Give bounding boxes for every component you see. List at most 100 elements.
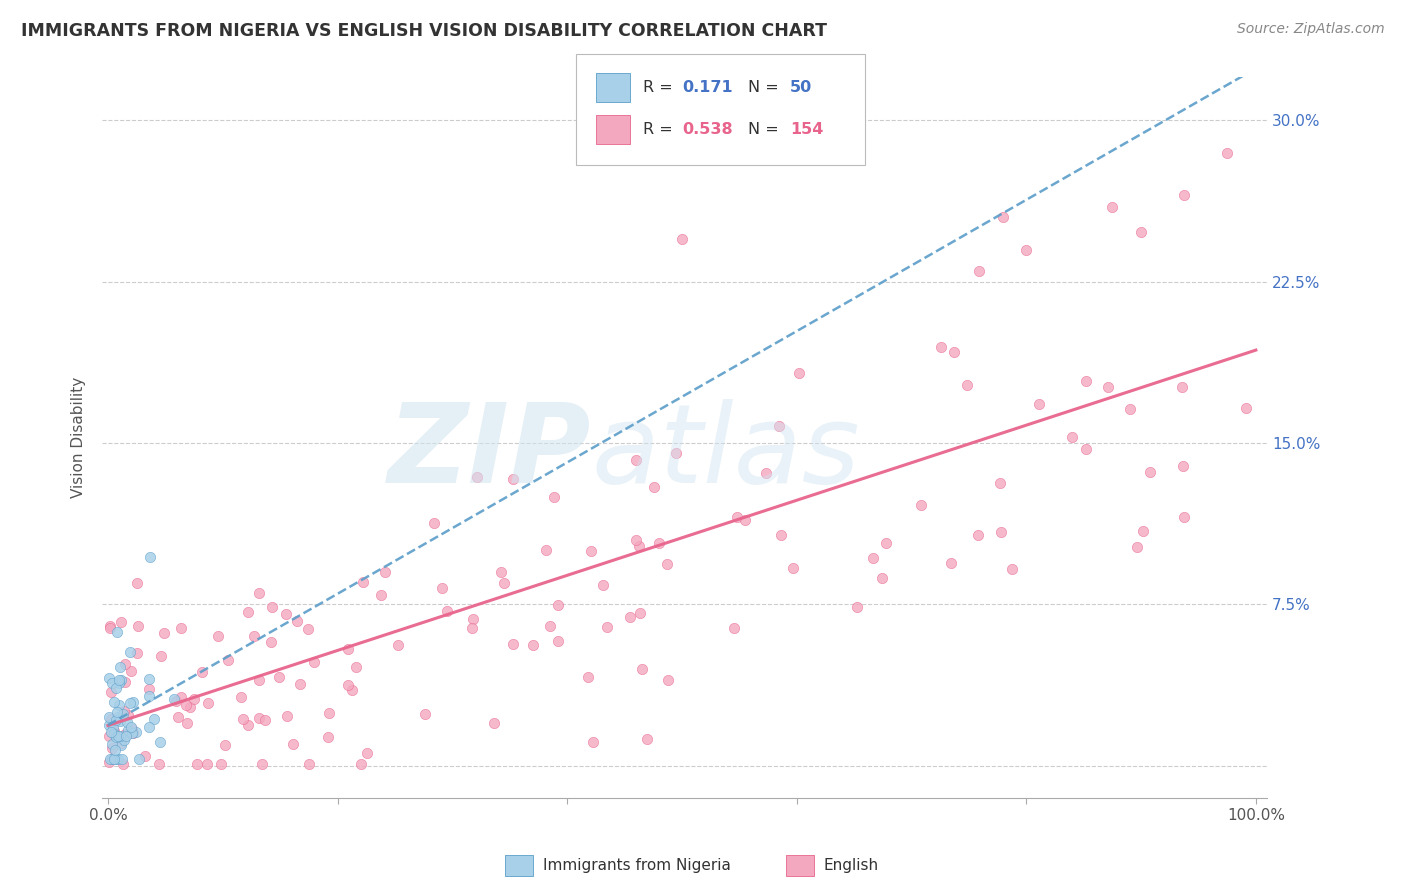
Point [107, 752, 129, 766]
Point [502, 637, 524, 651]
Point [108, 660, 131, 674]
Text: Immigrants from Nigeria: Immigrants from Nigeria [543, 858, 731, 872]
Point [153, 626, 176, 640]
Point [110, 615, 132, 629]
Point [105, 705, 128, 719]
Point [1076, 442, 1098, 456]
Point [183, 692, 205, 706]
Point [98, 710, 121, 724]
Point [1170, 379, 1192, 393]
Point [191, 665, 214, 680]
Point [370, 588, 392, 602]
Point [723, 621, 745, 635]
Text: R =: R = [643, 122, 678, 136]
Point [120, 720, 142, 734]
Text: ZIP: ZIP [388, 399, 592, 506]
Point [665, 446, 688, 460]
Point [1139, 465, 1161, 479]
Point [121, 726, 143, 740]
Text: R =: R = [643, 80, 678, 95]
Point [337, 678, 360, 692]
Point [522, 638, 544, 652]
Point [120, 665, 142, 679]
Point [195, 756, 218, 771]
Point [98, 619, 121, 633]
Point [595, 619, 617, 633]
Point [1173, 187, 1195, 202]
Point [128, 752, 150, 766]
Text: N =: N = [748, 122, 785, 136]
Point [967, 264, 990, 278]
Point [643, 480, 665, 494]
Point [98, 718, 121, 732]
Point [297, 756, 319, 771]
Point [340, 682, 363, 697]
Point [101, 740, 124, 755]
Point [782, 561, 804, 575]
Point [1234, 401, 1257, 415]
Point [316, 730, 339, 744]
Point [103, 752, 125, 766]
Point [988, 476, 1011, 491]
Point [872, 571, 894, 585]
Point [179, 700, 201, 714]
Point [1101, 200, 1123, 214]
Point [1173, 509, 1195, 524]
Text: N =: N = [748, 80, 785, 95]
Point [769, 528, 792, 542]
Point [547, 634, 569, 648]
Point [1130, 225, 1153, 239]
Point [247, 673, 270, 687]
Point [543, 490, 565, 504]
Point [104, 713, 127, 727]
Point [592, 578, 614, 592]
Text: 0.538: 0.538 [682, 122, 733, 136]
Point [107, 710, 129, 724]
Point [108, 698, 131, 713]
Point [875, 536, 897, 550]
Point [236, 605, 259, 619]
Point [260, 635, 283, 649]
Point [138, 689, 160, 703]
Point [108, 714, 131, 728]
Point [939, 556, 962, 570]
Point [125, 725, 148, 739]
Point [862, 550, 884, 565]
Point [943, 345, 966, 359]
Point [103, 724, 125, 739]
Point [302, 656, 325, 670]
Point [232, 712, 254, 726]
Point [482, 716, 505, 731]
Point [274, 607, 297, 621]
Point [734, 513, 756, 527]
Point [387, 638, 409, 652]
Point [98, 622, 121, 636]
Point [288, 677, 311, 691]
Point [150, 648, 173, 663]
Point [111, 707, 134, 722]
Point [243, 629, 266, 643]
Point [138, 682, 160, 697]
Point [166, 710, 188, 724]
Point [148, 735, 170, 749]
Point [648, 536, 671, 550]
Point [100, 725, 122, 739]
Point [186, 756, 208, 771]
Point [1060, 430, 1083, 444]
Point [430, 581, 453, 595]
Point [423, 516, 446, 530]
Point [465, 470, 488, 484]
Point [110, 736, 132, 750]
Point [100, 712, 122, 726]
Point [197, 696, 219, 710]
Point [100, 752, 122, 766]
Point [352, 574, 374, 589]
Point [628, 539, 651, 553]
Point [148, 756, 170, 771]
Point [100, 685, 122, 699]
Point [98, 730, 121, 744]
Point [101, 737, 124, 751]
Point [127, 619, 149, 633]
Text: atlas: atlas [592, 399, 860, 506]
Point [107, 673, 129, 687]
